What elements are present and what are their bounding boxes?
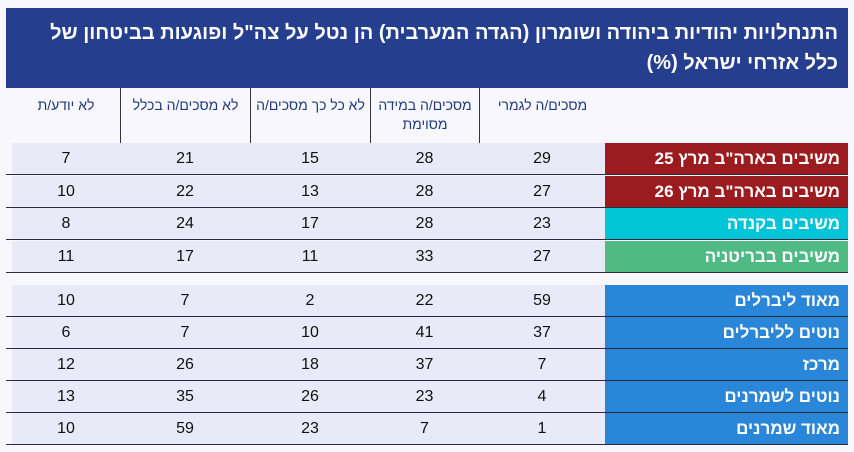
table-title: התנחלויות יהודיות ביהודה ושומרון (הגדה ה… xyxy=(6,8,848,88)
table-cell: 1 xyxy=(479,413,605,444)
row-label: משיבים בבריטניה xyxy=(605,241,848,272)
table-row: משיבים בקנדה 23 28 17 24 8 xyxy=(6,208,848,240)
table-cell: 6 xyxy=(12,317,120,348)
row-label: מאוד שמרנים xyxy=(605,413,848,444)
row-label: משיבים בארה"ב מרץ 25 xyxy=(605,143,848,174)
table-cell: 13 xyxy=(250,176,370,207)
table-cell: 23 xyxy=(370,381,479,412)
table-cell: 11 xyxy=(12,241,120,272)
table-cell: 7 xyxy=(120,317,250,348)
table-cell: 7 xyxy=(370,413,479,444)
row-label: נוטים לשמרנים xyxy=(605,381,848,412)
table-cell: 10 xyxy=(12,176,120,207)
row-label: נוטים לליברלים xyxy=(605,317,848,348)
table-cell: 26 xyxy=(120,349,250,380)
row-label: מאוד ליברלים xyxy=(605,285,848,316)
table-cell: 35 xyxy=(120,381,250,412)
table-row: משיבים בארה"ב מרץ 26 27 28 13 22 10 xyxy=(6,176,848,208)
table-cell: 18 xyxy=(250,349,370,380)
table-cell: 27 xyxy=(479,176,605,207)
table-cell: 10 xyxy=(12,413,120,444)
table-row: משיבים בבריטניה 27 33 11 17 11 xyxy=(6,241,848,273)
table-cell: 12 xyxy=(12,349,120,380)
table-cell: 33 xyxy=(370,241,479,272)
table-cell: 11 xyxy=(250,241,370,272)
table-cell: 10 xyxy=(12,285,120,316)
row-label: מרכז xyxy=(605,349,848,380)
table-cell: 27 xyxy=(479,241,605,272)
table-cell: 7 xyxy=(12,143,120,174)
row-label: משיבים בארה"ב מרץ 26 xyxy=(605,176,848,207)
table-cell: 28 xyxy=(370,143,479,174)
table-row: מרכז 7 37 18 26 12 xyxy=(6,349,848,381)
table-cell: 2 xyxy=(250,285,370,316)
table-cell: 29 xyxy=(479,143,605,174)
table-row: מאוד שמרנים 1 7 23 59 10 xyxy=(6,413,848,445)
table-cell: 28 xyxy=(370,208,479,239)
table-cell: 26 xyxy=(250,381,370,412)
table-cell: 8 xyxy=(12,208,120,239)
table-cell: 7 xyxy=(120,285,250,316)
column-header: מסכים/ה במידה מסוימת xyxy=(370,88,479,143)
table-cell: 41 xyxy=(370,317,479,348)
column-header: לא כל כך מסכים/ה xyxy=(250,88,370,143)
table-cell: 23 xyxy=(479,208,605,239)
table-cell: 28 xyxy=(370,176,479,207)
column-header: לא יודע/ת xyxy=(37,97,95,113)
table-cell: 37 xyxy=(370,349,479,380)
column-header: לא מסכים/ה בכלל xyxy=(120,88,250,143)
table-cell: 59 xyxy=(479,285,605,316)
table-cell: 17 xyxy=(120,241,250,272)
table-cell: 22 xyxy=(120,176,250,207)
table-cell: 24 xyxy=(120,208,250,239)
table-cell: 17 xyxy=(250,208,370,239)
table-cell: 37 xyxy=(479,317,605,348)
column-headers: מסכים/ה לגמרי מסכים/ה במידה מסוימת לא כל… xyxy=(6,88,848,143)
row-label: משיבים בקנדה xyxy=(605,208,848,239)
table-row: נוטים לליברלים 37 41 10 7 6 xyxy=(6,317,848,349)
table-cell: 59 xyxy=(120,413,250,444)
table-cell: 7 xyxy=(479,349,605,380)
table-cell: 22 xyxy=(370,285,479,316)
table-cell: 15 xyxy=(250,143,370,174)
table-row: נוטים לשמרנים 4 23 26 35 13 xyxy=(6,381,848,413)
table-cell: 23 xyxy=(250,413,370,444)
table-cell: 4 xyxy=(479,381,605,412)
table-cell: 10 xyxy=(250,317,370,348)
header-spacer xyxy=(605,88,848,143)
table-cell: 21 xyxy=(120,143,250,174)
table-row: מאוד ליברלים 59 22 2 7 10 xyxy=(6,285,848,317)
table-cell: 13 xyxy=(12,381,120,412)
column-header: מסכים/ה לגמרי xyxy=(479,88,605,143)
table-row: משיבים בארה"ב מרץ 25 29 28 15 21 7 xyxy=(6,143,848,175)
